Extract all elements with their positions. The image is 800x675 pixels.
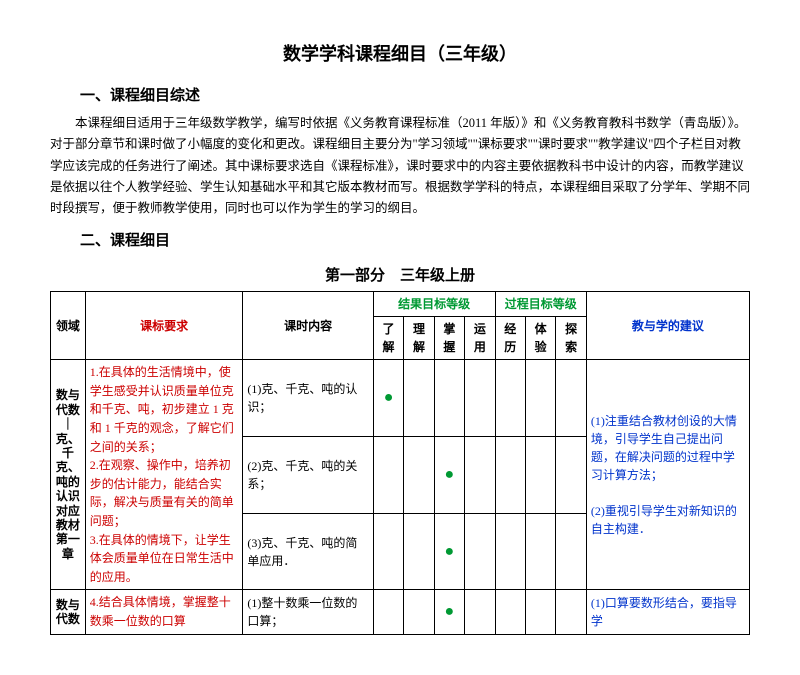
header-suggest: 教与学的建议	[586, 292, 749, 360]
level-4: 经历	[495, 317, 525, 360]
domain-cell-1: 数与代数｜克、千克、吨的认识 对应教材第一章	[51, 360, 86, 590]
table-row: 数与代数 4.结合具体情境，掌握整十数乘一位数的口算 (1)整十数乘一位数的口算…	[51, 590, 750, 634]
dot: ●	[434, 590, 464, 634]
lesson-cell: (3)克、千克、吨的简单应用．	[243, 513, 373, 590]
dot: ●	[434, 513, 464, 590]
lesson-cell: (2)克、千克、吨的关系；	[243, 436, 373, 513]
suggest-cell-2: (1)口算要数形结合，要指导学	[586, 590, 749, 634]
dot: ●	[373, 360, 403, 437]
level-5: 体验	[525, 317, 555, 360]
header-process-group: 过程目标等级	[495, 292, 586, 317]
section1-heading: 一、课程细目综述	[80, 84, 750, 105]
header-lesson: 课时内容	[243, 292, 373, 360]
level-3: 运用	[465, 317, 495, 360]
lesson-cell: (1)整十数乘一位数的口算；	[243, 590, 373, 634]
requirement-cell-1: 1.在具体的生活情境中，使学生感受并认识质量单位克和千克、吨，初步建立 1 克和…	[85, 360, 243, 590]
level-1: 理解	[404, 317, 434, 360]
table-row: 数与代数｜克、千克、吨的认识 对应教材第一章 1.在具体的生活情境中，使学生感受…	[51, 360, 750, 437]
lesson-cell: (1)克、千克、吨的认识；	[243, 360, 373, 437]
domain-cell-2: 数与代数	[51, 590, 86, 634]
level-0: 了解	[373, 317, 403, 360]
section2-heading: 二、课程细目	[80, 229, 750, 250]
page-title: 数学学科课程细目（三年级）	[50, 40, 750, 66]
header-result-group: 结果目标等级	[373, 292, 495, 317]
section1-paragraph: 本课程细目适用于三年级数学教学，编写时依据《义务教育课程标准（2011 年版）》…	[50, 113, 750, 219]
dot: ●	[434, 436, 464, 513]
header-row-1: 领域 课标要求 课时内容 结果目标等级 过程目标等级 教与学的建议	[51, 292, 750, 317]
level-6: 探索	[556, 317, 586, 360]
requirement-cell-2: 4.结合具体情境，掌握整十数乘一位数的口算	[85, 590, 243, 634]
part-title: 第一部分 三年级上册	[50, 264, 750, 285]
curriculum-table: 领域 课标要求 课时内容 结果目标等级 过程目标等级 教与学的建议 了解 理解 …	[50, 291, 750, 634]
header-requirement: 课标要求	[85, 292, 243, 360]
header-domain: 领域	[51, 292, 86, 360]
suggest-cell-1: (1)注重结合教材创设的大情境，引导学生自己提出问题，在解决问题的过程中学习计算…	[586, 360, 749, 590]
level-2: 掌握	[434, 317, 464, 360]
